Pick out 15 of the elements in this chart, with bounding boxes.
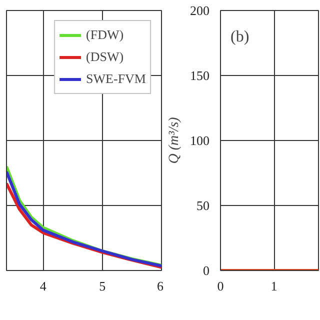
y-tick-label: 150 bbox=[190, 68, 210, 83]
y-tick-label: 50 bbox=[196, 198, 210, 213]
y-tick-label: 200 bbox=[190, 3, 210, 18]
x-tick-label: 6 bbox=[157, 278, 164, 294]
x-tick-label: 0 bbox=[217, 278, 224, 294]
y-tick-label: 100 bbox=[190, 133, 210, 148]
x-tick-label: 4 bbox=[40, 278, 47, 294]
legend-label: (FDW) bbox=[86, 27, 124, 43]
legend-label: (DSW) bbox=[86, 49, 124, 65]
y-axis-title: Q (m³/s) bbox=[167, 116, 182, 164]
x-tick-label: 1 bbox=[270, 278, 278, 294]
annotation: (b) bbox=[230, 28, 250, 46]
legend-label: SWE-FVM bbox=[86, 71, 146, 87]
x-tick-label: 5 bbox=[99, 278, 106, 294]
y-tick-label: 0 bbox=[203, 263, 210, 278]
